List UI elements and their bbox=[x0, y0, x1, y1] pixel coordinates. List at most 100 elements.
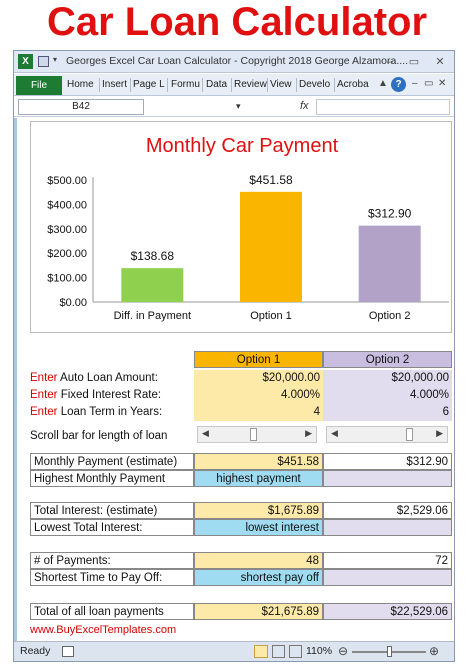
payment-option1: $451.58 bbox=[194, 453, 323, 470]
help-icon[interactable]: ? bbox=[391, 77, 406, 92]
close-icon[interactable]: ✕ bbox=[435, 56, 445, 68]
lowest-label: Lowest Total Interest: bbox=[30, 519, 194, 536]
tab-developer[interactable]: Develo bbox=[299, 79, 331, 90]
amount-label: Enter Auto Loan Amount: bbox=[30, 370, 158, 387]
x-tick-label: Option 1 bbox=[250, 310, 292, 322]
chart-svg: Monthly Car Payment $500.00 $400.00 $300.00… bbox=[47, 135, 449, 322]
title-bar: X ▾ Georges Excel Car Loan Calculator - … bbox=[14, 51, 454, 73]
y-tick-label: $400.00 bbox=[47, 199, 87, 211]
scroll-right-icon[interactable]: ▶ bbox=[436, 428, 443, 438]
name-box[interactable]: B42 bbox=[18, 99, 144, 115]
save-icon[interactable] bbox=[38, 56, 49, 67]
restore-icon[interactable]: ▭ bbox=[408, 56, 420, 68]
tab-data[interactable]: Data bbox=[206, 79, 228, 90]
term-scrollbar-option1[interactable]: ◀ ▶ bbox=[197, 426, 317, 443]
quick-access-dropdown-icon[interactable]: ▾ bbox=[53, 55, 58, 64]
amount-option2[interactable]: $20,000.00 bbox=[323, 370, 452, 387]
y-tick-label: $500.00 bbox=[47, 175, 87, 187]
amount-label-text: Auto Loan Amount: bbox=[57, 372, 158, 384]
rate-label-text: Fixed Interest Rate: bbox=[57, 389, 162, 401]
tab-home[interactable]: Home bbox=[67, 79, 94, 90]
y-tick-label: $0.00 bbox=[59, 297, 87, 309]
num-payments-option1: 48 bbox=[194, 552, 323, 569]
window-title: Georges Excel Car Loan Calculator - Copy… bbox=[66, 55, 409, 67]
page-layout-view-icon[interactable] bbox=[272, 645, 285, 658]
term-option1[interactable]: 4 bbox=[194, 404, 323, 421]
num-payments-label: # of Payments: bbox=[30, 552, 194, 569]
ribbon-tabs: File Home Insert Page L Formu Data Revie… bbox=[14, 74, 454, 96]
y-tick-label: $100.00 bbox=[47, 273, 87, 285]
page-banner-title: Car Loan Calculator bbox=[46, 0, 428, 44]
worksheet[interactable]: Monthly Car Payment $500.00 $400.00 $300.00… bbox=[14, 118, 454, 641]
lowest-option1: lowest interest bbox=[194, 519, 323, 536]
scroll-left-icon[interactable]: ◀ bbox=[331, 428, 338, 438]
status-bar: Ready 110% ⊖ ⊕ bbox=[14, 641, 454, 661]
normal-view-icon[interactable] bbox=[254, 645, 268, 658]
enter-text: Enter bbox=[30, 372, 58, 384]
amount-option1[interactable]: $20,000.00 bbox=[194, 370, 323, 387]
rate-option2[interactable]: 4.000% bbox=[323, 387, 452, 404]
macro-record-icon[interactable] bbox=[62, 646, 74, 657]
scroll-thumb[interactable] bbox=[406, 428, 413, 441]
y-tick-label: $300.00 bbox=[47, 224, 87, 236]
shortest-label: Shortest Time to Pay Off: bbox=[30, 569, 194, 586]
option2-header: Option 2 bbox=[323, 351, 452, 368]
tab-acrobat[interactable]: Acroba bbox=[337, 79, 369, 90]
ribbon-collapse-icon[interactable]: ▲ bbox=[378, 78, 388, 89]
zoom-slider-thumb[interactable] bbox=[387, 646, 392, 657]
workbook-minimize-icon[interactable]: – bbox=[412, 78, 418, 89]
scroll-right-icon[interactable]: ▶ bbox=[305, 428, 312, 438]
tab-view[interactable]: View bbox=[270, 79, 292, 90]
term-scrollbar-option2[interactable]: ◀ ▶ bbox=[326, 426, 448, 443]
term-option2[interactable]: 6 bbox=[323, 404, 452, 421]
scroll-left-icon[interactable]: ◀ bbox=[202, 428, 209, 438]
chart-title: Monthly Car Payment bbox=[146, 135, 339, 157]
excel-window: X ▾ Georges Excel Car Loan Calculator - … bbox=[13, 50, 455, 662]
formula-input[interactable] bbox=[316, 99, 450, 115]
x-tick-label: Option 2 bbox=[369, 310, 411, 322]
page-break-view-icon[interactable] bbox=[289, 645, 302, 658]
tab-insert[interactable]: Insert bbox=[102, 79, 128, 90]
term-label-text: Loan Term in Years: bbox=[57, 406, 163, 418]
name-box-dropdown-icon[interactable]: ▾ bbox=[236, 101, 241, 111]
highest-option2 bbox=[323, 470, 452, 487]
scroll-bar-label: Scroll bar for length of loan bbox=[30, 430, 168, 442]
highest-option1: highest payment bbox=[194, 470, 323, 487]
total-option1: $21,675.89 bbox=[194, 603, 323, 620]
formula-bar: B42 ▾ fx bbox=[14, 97, 454, 117]
bar-2 bbox=[240, 191, 302, 302]
interest-label: Total Interest: (estimate) bbox=[30, 502, 194, 519]
excel-logo-icon: X bbox=[18, 54, 33, 69]
tab-review[interactable]: Review bbox=[234, 79, 267, 90]
total-label: Total of all loan payments bbox=[30, 603, 194, 620]
enter-text: Enter bbox=[30, 406, 58, 418]
bar-data-label: $312.90 bbox=[368, 207, 412, 221]
interest-option1: $1,675.89 bbox=[194, 502, 323, 519]
scroll-thumb[interactable] bbox=[250, 428, 257, 441]
num-payments-option2: 72 bbox=[323, 552, 452, 569]
zoom-in-icon[interactable]: ⊕ bbox=[429, 644, 440, 658]
fx-icon[interactable]: fx bbox=[300, 100, 309, 112]
monthly-payment-chart[interactable]: Monthly Car Payment $500.00 $400.00 $300.00… bbox=[30, 121, 452, 333]
zoom-level[interactable]: 110% bbox=[306, 645, 333, 657]
tab-page-layout[interactable]: Page L bbox=[133, 79, 165, 90]
workbook-restore-icon[interactable]: ▭ bbox=[424, 78, 434, 89]
bar-3 bbox=[358, 225, 421, 302]
enter-text: Enter bbox=[30, 389, 58, 401]
option1-header: Option 1 bbox=[194, 351, 323, 368]
shortest-option1: shortest pay off bbox=[194, 569, 323, 586]
minimize-icon[interactable]: – bbox=[386, 56, 394, 68]
website-link[interactable]: www.BuyExcelTemplates.com bbox=[30, 624, 177, 636]
bar-data-label: $138.68 bbox=[131, 249, 175, 263]
tab-formulas[interactable]: Formu bbox=[171, 79, 200, 90]
rate-option1[interactable]: 4.000% bbox=[194, 387, 323, 404]
bar-1 bbox=[121, 268, 184, 302]
interest-option2: $2,529.06 bbox=[323, 502, 452, 519]
status-ready: Ready bbox=[20, 645, 51, 657]
highest-label: Highest Monthly Payment bbox=[30, 470, 194, 487]
rate-label: Enter Fixed Interest Rate: bbox=[30, 387, 161, 404]
zoom-out-icon[interactable]: ⊖ bbox=[338, 644, 349, 658]
workbook-close-icon[interactable]: ✕ bbox=[438, 78, 447, 89]
tab-file[interactable]: File bbox=[16, 76, 62, 95]
payment-label: Monthly Payment (estimate) bbox=[30, 453, 194, 470]
